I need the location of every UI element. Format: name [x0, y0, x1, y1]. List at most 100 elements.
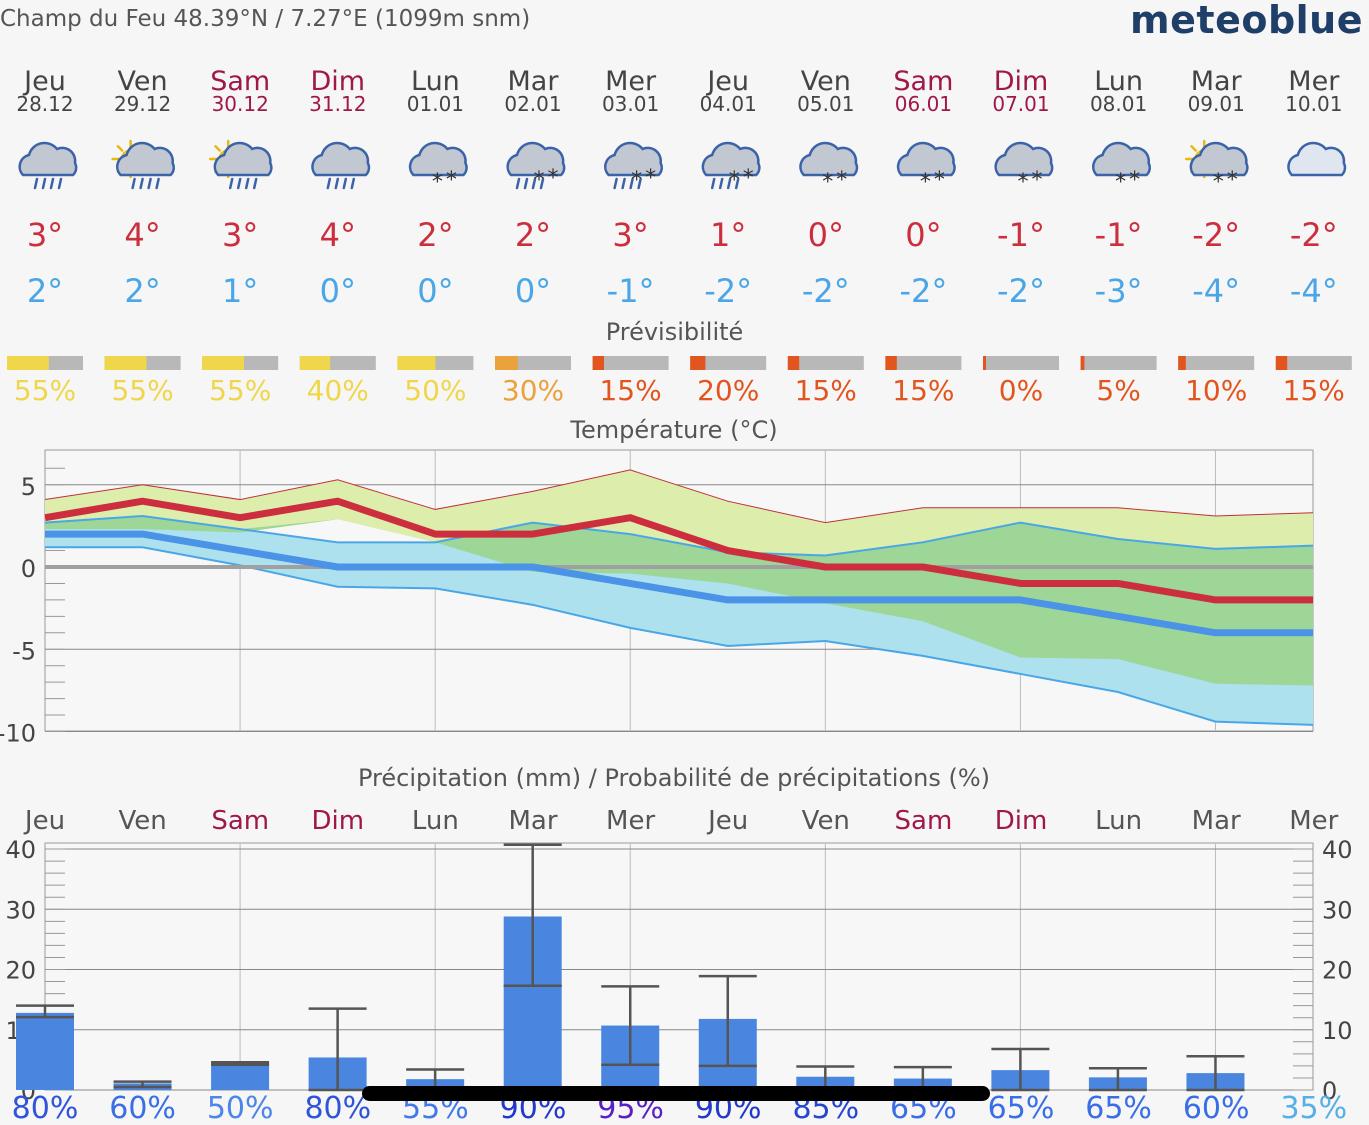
snowflake: *	[446, 168, 457, 193]
temperature-title: Température (°C)	[569, 416, 777, 444]
snow-cloud-icon: * *	[994, 141, 1054, 195]
predictability-bar	[397, 356, 474, 370]
snowflake: *	[822, 170, 833, 195]
tmax-label: -2°	[1290, 216, 1338, 254]
rain-drop	[637, 177, 642, 190]
rain-drop	[139, 177, 144, 190]
day-name: Mar	[1191, 66, 1243, 97]
day-name: Lun	[411, 66, 460, 97]
day-name: Mer	[605, 66, 657, 97]
cloud-shape	[18, 141, 78, 177]
day-date: 31.12	[309, 92, 366, 116]
cloud-icon	[1287, 141, 1347, 177]
precip-day-name: Sam	[211, 806, 269, 836]
day-date: 29.12	[114, 92, 171, 116]
sun-ray	[116, 145, 124, 152]
cloud-shape	[799, 141, 859, 177]
day-name: Dim	[994, 66, 1049, 97]
cloud-shape	[506, 141, 566, 177]
snowflake: *	[729, 168, 740, 193]
predictability-track	[1275, 356, 1352, 370]
y-tick-label-left: 20	[5, 957, 36, 985]
day-name: Mar	[508, 66, 560, 97]
precip-day-name: Mar	[508, 806, 557, 836]
snowflake: *	[1129, 168, 1140, 193]
day-date: 10.01	[1285, 92, 1342, 116]
precip-day-name: Lun	[412, 806, 459, 836]
snowflake: *	[1213, 170, 1224, 195]
overlap-band	[45, 516, 1313, 686]
tmax-label: 2°	[515, 216, 551, 254]
snowflake: *	[920, 170, 931, 195]
rain-drop	[252, 177, 258, 190]
predictability-bar	[299, 356, 376, 370]
snowflake: *	[1115, 170, 1126, 195]
tmin-line	[45, 530, 1313, 637]
day-date: 08.01	[1090, 92, 1147, 116]
predictability-bar	[7, 356, 83, 370]
rain-drop	[228, 177, 234, 190]
sun-ray	[1190, 145, 1197, 152]
predictability-bar	[690, 356, 767, 370]
predictability-track	[983, 356, 1059, 370]
predictability-bar	[1080, 356, 1157, 370]
predictability-fill	[1275, 356, 1288, 370]
precip-range	[1088, 1067, 1147, 1092]
predictability-fill	[885, 356, 897, 370]
y-tick-label: 5	[21, 473, 36, 501]
precip-day-name: Ven	[802, 806, 850, 836]
cloud-shape	[604, 141, 664, 177]
tmax-label: -2°	[1192, 216, 1240, 254]
snowflake: *	[1032, 168, 1043, 193]
predictability-value: 55%	[14, 374, 76, 407]
tmin-label: -2°	[997, 272, 1045, 310]
rain-drop	[49, 177, 55, 190]
snowflake: *	[1227, 168, 1238, 193]
snowflake: *	[934, 168, 945, 193]
precip-range	[211, 1061, 270, 1066]
precip-range	[113, 1080, 172, 1089]
cloud-shape	[408, 141, 468, 177]
tmax-label: 3°	[612, 216, 648, 254]
precipitation-plot: 404030302020101000	[5, 836, 1352, 1105]
snow-cloud-icon: * *	[896, 141, 956, 195]
precip-range	[16, 1004, 74, 1019]
tmin-label: -2°	[802, 272, 850, 310]
y-tick-label: -10	[0, 720, 36, 748]
rain-drop	[734, 177, 740, 190]
tmin-label: 2°	[27, 272, 63, 310]
tmax-label: -1°	[1095, 216, 1143, 254]
y-tick-label-right: 40	[1322, 836, 1353, 864]
rain-drop	[629, 177, 634, 190]
predictability-bar	[1178, 356, 1255, 370]
predictability-track	[1178, 356, 1255, 370]
tmax-label: -1°	[997, 216, 1045, 254]
location-title: Champ du Feu 48.39°N / 7.27°E (1099m snm…	[0, 6, 531, 32]
snow-cloud-icon: * *	[1092, 141, 1152, 195]
rain-drop	[726, 177, 732, 190]
brand-logo[interactable]: meteoblue	[1130, 0, 1363, 42]
rain-drop	[33, 177, 39, 190]
predictability-bar	[983, 356, 1059, 370]
horizontal-scrollbar[interactable]	[362, 1086, 990, 1101]
precip-day-name: Jeu	[706, 806, 748, 836]
precip-day-name: Ven	[118, 806, 166, 836]
predictability-fill	[299, 356, 331, 370]
predictability-fill	[1178, 356, 1186, 370]
tmin-label: 0°	[417, 272, 453, 310]
precipitation-title: Précipitation (mm) / Probabilité de préc…	[358, 764, 990, 792]
predictability-value: 5%	[1096, 374, 1140, 407]
precip-probability: 35%	[1280, 1091, 1347, 1125]
y-tick-label-right: 20	[1322, 957, 1353, 985]
rain-cloud-icon	[18, 141, 78, 190]
predictability-track	[787, 356, 864, 370]
precip-probability: 65%	[988, 1091, 1055, 1125]
rain-drop	[41, 177, 47, 190]
tmax-label: 4°	[124, 216, 160, 254]
y-tick-label-right: 10	[1322, 1017, 1353, 1045]
precip-bar	[211, 1063, 270, 1090]
day-date: 03.01	[602, 92, 659, 116]
day-name: Dim	[311, 66, 366, 97]
day-date: 06.01	[895, 92, 952, 116]
day-name: Sam	[210, 66, 270, 97]
